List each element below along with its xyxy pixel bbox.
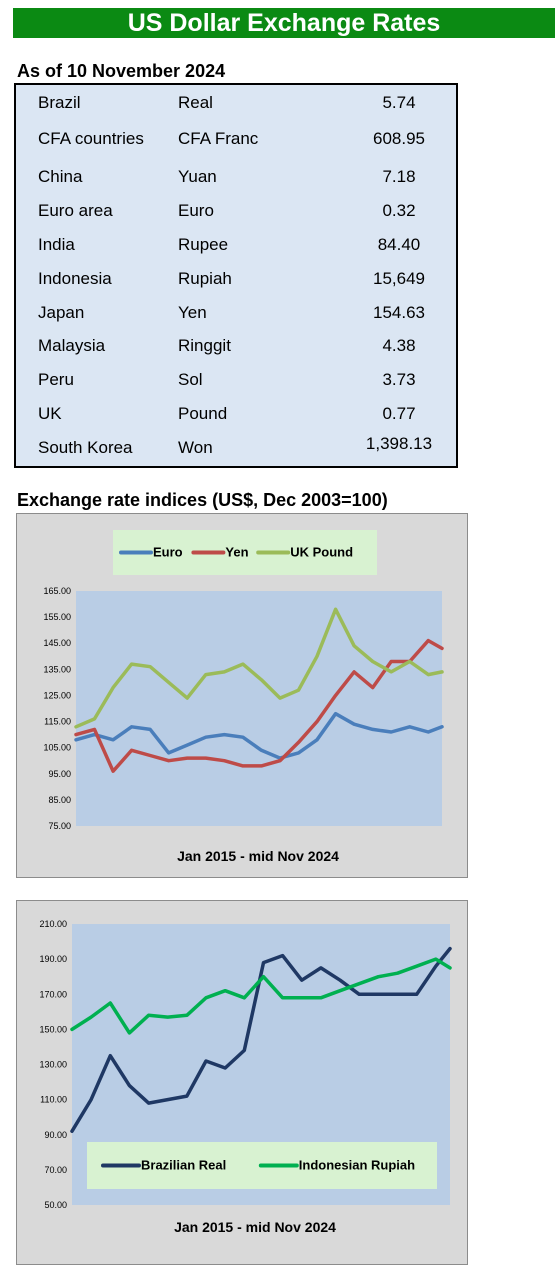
y-tick-label: 85.00 — [48, 795, 71, 805]
rate-cell: 608.95 — [373, 129, 425, 148]
legend-label-2: UK Pound — [290, 545, 353, 560]
y-tick-label: 50.00 — [44, 1200, 67, 1210]
country-cell: Malaysia — [38, 336, 106, 355]
y-tick-label: 135.00 — [43, 664, 71, 674]
y-tick-label: 90.00 — [44, 1130, 67, 1140]
legend-box — [113, 530, 377, 575]
legend-label-0: Euro — [153, 545, 183, 560]
y-tick-label: 145.00 — [43, 638, 71, 648]
series-line-0 — [74, 711, 444, 760]
legend-label-1: Indonesian Rupiah — [299, 1158, 415, 1173]
y-tick-label: 190.00 — [39, 954, 67, 964]
table-row: Euro area Euro 0.32 — [16, 201, 456, 225]
currency-cell: Real — [178, 93, 213, 112]
currency-cell: Rupiah — [178, 269, 232, 288]
currency-cell: Pound — [178, 404, 228, 423]
emerging-currencies-index-chart: 210.00 190.00 170.00 150.00 130.00 110.00 90.0… — [39, 919, 452, 1235]
currency-cell: Won — [178, 438, 213, 457]
currency-cell: Sol — [178, 370, 203, 389]
y-tick-label: 165.00 — [43, 586, 71, 596]
series-line-2 — [74, 607, 444, 729]
y-tick-label: 95.00 — [48, 769, 71, 779]
x-axis-label: Jan 2015 - mid Nov 2024 — [174, 1219, 336, 1235]
country-cell: CFA countries — [38, 129, 144, 148]
table-row: Malaysia Ringgit 4.38 — [16, 336, 456, 360]
page-title-banner: US Dollar Exchange Rates — [13, 8, 555, 38]
exchange-rates-table: Brazil Real 5.74 CFA countries CFA Franc… — [14, 83, 458, 468]
rates-as-of-heading: As of 10 November 2024 — [17, 61, 226, 81]
table-row: China Yuan 7.18 — [16, 167, 456, 191]
table-row: Indonesia Rupiah 15,649 — [16, 269, 456, 293]
y-tick-label: 110.00 — [40, 1095, 67, 1105]
emerging-currencies-chart-panel: 210.00 190.00 170.00 150.00 130.00 110.00 90.0… — [16, 900, 468, 1265]
y-tick-label: 210.00 — [39, 919, 67, 929]
rate-cell: 15,649 — [373, 269, 425, 288]
country-cell: South Korea — [38, 438, 133, 457]
major-currencies-index-chart: 165.00 155.00 145.00 135.00 125.00 115.00 105.… — [43, 530, 444, 864]
y-tick-label: 75.00 — [48, 821, 71, 831]
currency-cell: Yen — [178, 303, 207, 322]
currency-cell: Yuan — [178, 167, 217, 186]
plot-area — [76, 591, 442, 826]
series-line-0 — [70, 946, 452, 1133]
country-cell: Euro area — [38, 201, 113, 220]
country-cell: UK — [38, 404, 62, 423]
currency-cell: Euro — [178, 201, 214, 220]
y-tick-label: 150.00 — [39, 1024, 67, 1034]
country-cell: Japan — [38, 303, 85, 322]
y-tick-label: 115.00 — [44, 717, 71, 727]
y-tick-label: 70.00 — [44, 1165, 67, 1175]
indices-heading: Exchange rate indices (US$, Dec 2003=100… — [17, 490, 388, 510]
y-tick-label: 130.00 — [39, 1060, 67, 1070]
series-line-1 — [70, 957, 452, 1035]
rate-cell: 0.77 — [382, 404, 416, 423]
table-row: South Korea Won 1,398.13 — [16, 434, 456, 458]
rate-cell: 7.18 — [382, 167, 416, 186]
country-cell: China — [38, 167, 83, 186]
table-row: Japan Yen 154.63 — [16, 303, 456, 327]
currency-cell: Ringgit — [178, 336, 231, 355]
rate-cell: 154.63 — [373, 303, 425, 322]
country-cell: Brazil — [38, 93, 81, 112]
table-row: India Rupee 84.40 — [16, 235, 456, 259]
rate-cell: 4.38 — [382, 336, 416, 355]
table-row: CFA countries CFA Franc 608.95 — [16, 129, 456, 153]
table-row: Peru Sol 3.73 — [16, 370, 456, 394]
rate-cell: 3.73 — [382, 370, 416, 389]
y-tick-label: 125.00 — [43, 690, 71, 700]
country-cell: Indonesia — [38, 269, 112, 288]
country-cell: India — [38, 235, 75, 254]
currency-cell: Rupee — [178, 235, 229, 254]
page-title: US Dollar Exchange Rates — [127, 9, 441, 37]
x-axis-label: Jan 2015 - mid Nov 2024 — [177, 848, 339, 864]
legend-label-0: Brazilian Real — [141, 1158, 226, 1173]
y-tick-label: 155.00 — [43, 612, 71, 622]
y-tick-label: 170.00 — [39, 989, 67, 999]
rate-cell: 84.40 — [377, 235, 421, 254]
rate-cell: 0.32 — [382, 201, 416, 220]
major-currencies-chart-panel: 165.00 155.00 145.00 135.00 125.00 115.00 105.… — [16, 513, 468, 878]
country-cell: Peru — [38, 370, 74, 389]
table-row: UK Pound 0.77 — [16, 404, 456, 428]
legend-label-1: Yen — [225, 545, 248, 560]
y-tick-label: 105.00 — [43, 743, 71, 753]
table-row: Brazil Real 5.74 — [16, 93, 456, 117]
rate-cell: 5.74 — [382, 93, 416, 112]
rate-cell: 1,398.13 — [365, 434, 433, 453]
currency-cell: CFA Franc — [178, 129, 259, 148]
